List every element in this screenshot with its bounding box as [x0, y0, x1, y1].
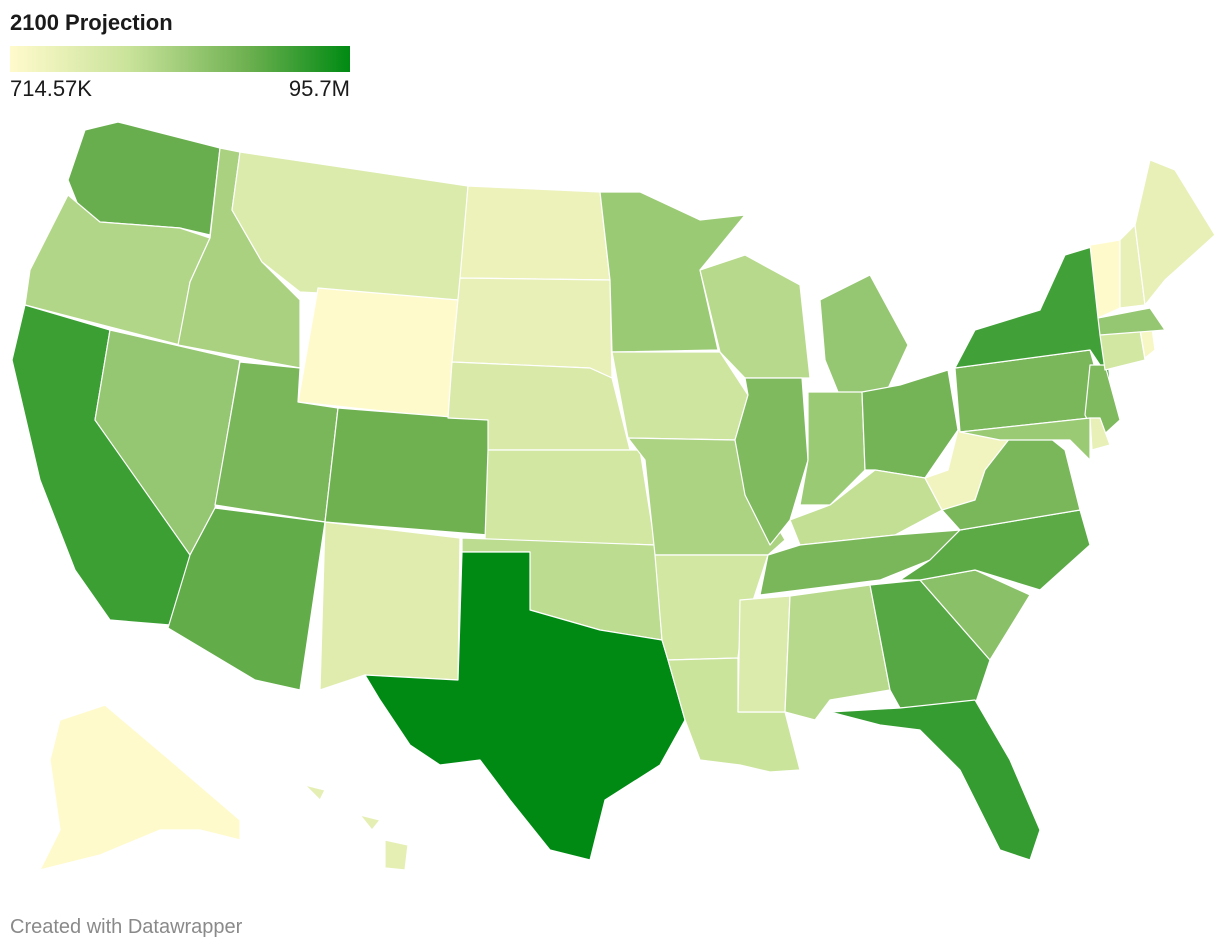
state-florida[interactable]: [829, 699, 1041, 861]
state-iowa[interactable]: [611, 351, 749, 441]
us-choropleth-map: [11, 121, 1216, 871]
state-illinois[interactable]: [734, 377, 809, 546]
state-ohio[interactable]: [861, 369, 959, 479]
state-connecticut[interactable]: [1099, 329, 1146, 371]
state-alaska[interactable]: [39, 704, 241, 871]
legend-title: 2100 Projection: [10, 10, 173, 35]
legend-max-label: 95.7M: [288, 76, 350, 101]
state-new-mexico[interactable]: [319, 521, 461, 691]
state-maryland[interactable]: [959, 417, 1091, 461]
state-mississippi[interactable]: [737, 595, 791, 713]
state-colorado[interactable]: [324, 407, 491, 536]
state-massachusetts[interactable]: [1097, 307, 1166, 336]
legend-gradient-bar: [10, 46, 350, 72]
state-hawaii[interactable]: [304, 784, 409, 871]
legend-min-label: 714.57K: [10, 76, 92, 101]
datawrapper-credit: Created with Datawrapper: [10, 916, 243, 938]
state-layer: [11, 121, 1216, 871]
state-north-dakota[interactable]: [459, 185, 611, 281]
state-michigan[interactable]: [819, 274, 909, 396]
state-texas[interactable]: [364, 551, 686, 861]
state-kansas[interactable]: [484, 449, 656, 546]
state-wisconsin[interactable]: [699, 254, 811, 379]
state-delaware[interactable]: [1089, 417, 1111, 451]
state-wyoming[interactable]: [297, 287, 459, 419]
state-maine[interactable]: [1134, 159, 1216, 306]
